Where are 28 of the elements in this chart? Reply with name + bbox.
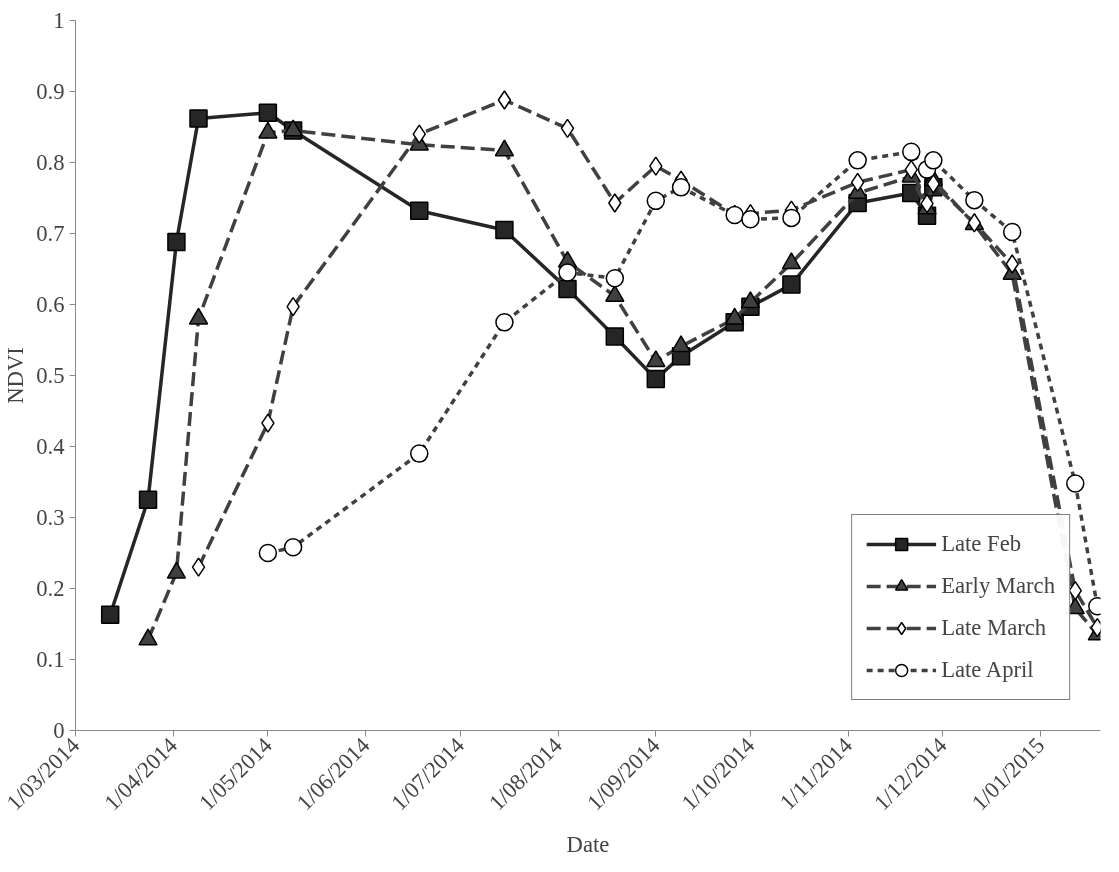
legend-label: Late March: [941, 615, 1047, 641]
x-axis-title: Date: [566, 832, 610, 858]
point: [495, 220, 514, 240]
y-tick-label: 0.5: [36, 363, 65, 388]
y-tick-label: 0.6: [36, 292, 65, 317]
point: [100, 605, 120, 625]
y-tick-label: 0.9: [36, 79, 65, 104]
y-tick-label: 0.2: [36, 576, 65, 601]
point: [167, 232, 186, 252]
point: [646, 369, 666, 389]
point: [558, 279, 577, 299]
point: [258, 103, 278, 123]
y-tick-label: 0.4: [36, 434, 65, 459]
y-tick-label: 0.7: [36, 221, 65, 246]
y-tick-label: 1: [53, 8, 65, 33]
y-tick-label: 0: [53, 718, 65, 743]
point: [782, 275, 801, 294]
point: [138, 490, 158, 509]
point: [189, 109, 208, 128]
legend-label: Late April: [941, 657, 1034, 683]
y-tick-label: 0.8: [36, 150, 65, 175]
point: [410, 201, 429, 221]
legend-label: Early March: [941, 573, 1055, 599]
y-tick-label: 0.1: [36, 647, 65, 672]
y-axis-title: NDVI: [3, 347, 29, 404]
point: [605, 327, 625, 346]
legend-label: Late Feb: [941, 531, 1022, 557]
y-tick-label: 0.3: [36, 505, 65, 530]
